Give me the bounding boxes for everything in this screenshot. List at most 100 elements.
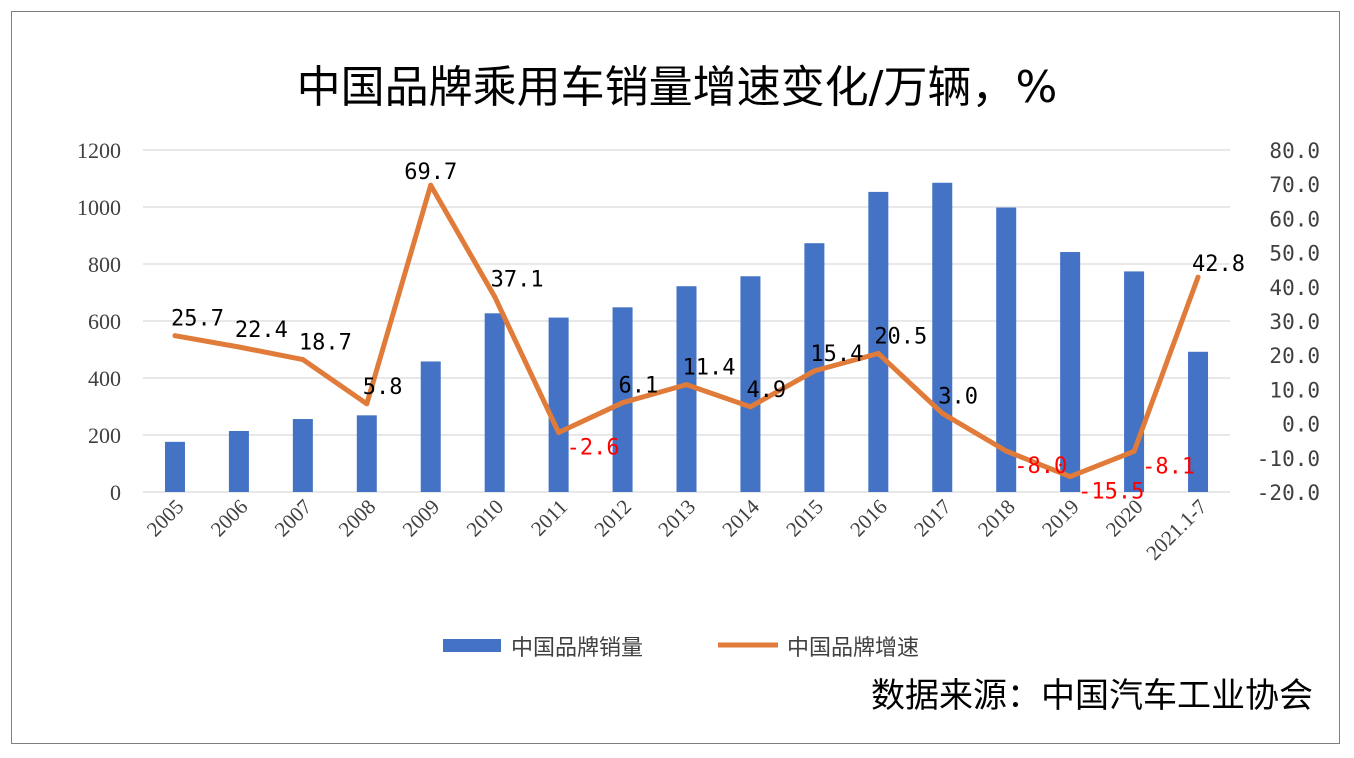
line-point-2007 bbox=[300, 357, 306, 363]
chart-title: 中国品牌乘用车销量增速变化/万辆，% bbox=[297, 62, 1058, 113]
right-tick-label: -10.0 bbox=[1257, 447, 1320, 471]
line-point-2011 bbox=[556, 429, 562, 435]
data-labels: 25.7 22.4 18.7 5.8 69.7 37.1 -2.6 6.1 11.4 4.9 15.… bbox=[171, 160, 1245, 504]
right-tick-label: 70.0 bbox=[1269, 173, 1320, 197]
x-tick-label: 2014 bbox=[717, 494, 764, 541]
data-label-2005: 25.7 bbox=[171, 307, 224, 332]
bar-2010 bbox=[484, 313, 505, 492]
x-tick-label: 2018 bbox=[973, 495, 1020, 542]
bar-2014 bbox=[740, 276, 761, 492]
left-tick-label: 800 bbox=[88, 252, 121, 277]
line-point-2014 bbox=[747, 404, 753, 410]
right-tick-label: 50.0 bbox=[1269, 242, 1320, 266]
chart-frame bbox=[11, 11, 1340, 744]
bar-2015 bbox=[804, 243, 825, 492]
x-axis-ticks: 2005 2006 2007 2008 2009 2010 2011 2012 2013 2014… bbox=[142, 494, 1212, 565]
bar-2021.1-7 bbox=[1188, 351, 1209, 492]
line-point-2021.1-7 bbox=[1195, 274, 1201, 280]
x-tick-label: 2010 bbox=[462, 495, 509, 542]
bar-2007 bbox=[292, 419, 313, 492]
x-tick-label: 2006 bbox=[206, 495, 253, 542]
line-point-2008 bbox=[364, 401, 370, 407]
left-tick-label: 200 bbox=[88, 423, 121, 448]
line-point-2013 bbox=[684, 382, 689, 388]
x-tick-label: 2015 bbox=[781, 495, 828, 542]
left-tick-label: 0 bbox=[110, 480, 121, 505]
bar-series bbox=[164, 182, 1209, 492]
right-tick-label: 0.0 bbox=[1282, 413, 1320, 437]
data-label-2013: 11.4 bbox=[683, 356, 736, 381]
x-tick-label: 2008 bbox=[334, 495, 381, 542]
line-point-2009 bbox=[428, 182, 434, 188]
source-note: 数据来源：中国汽车工业协会 bbox=[871, 676, 1313, 716]
data-label-2018: -8.0 bbox=[1014, 454, 1067, 479]
line-series bbox=[172, 182, 1201, 480]
line-point-2010 bbox=[492, 294, 498, 300]
bar-2008 bbox=[356, 415, 377, 492]
line-point-2019 bbox=[1067, 474, 1073, 480]
right-tick-label: 60.0 bbox=[1269, 207, 1320, 231]
bar-2005 bbox=[164, 441, 185, 492]
left-tick-label: 1000 bbox=[77, 195, 121, 220]
x-tick-label: 2019 bbox=[1037, 495, 1084, 542]
data-label-2010: 37.1 bbox=[491, 268, 544, 293]
right-tick-label: 20.0 bbox=[1269, 344, 1320, 368]
data-label-2015: 15.4 bbox=[810, 342, 863, 367]
bar-2011 bbox=[548, 317, 569, 492]
x-tick-label: 2012 bbox=[589, 495, 636, 542]
left-tick-label: 1200 bbox=[77, 138, 121, 163]
bar-2012 bbox=[612, 307, 633, 492]
right-tick-label: -20.0 bbox=[1257, 481, 1320, 505]
bar-2019 bbox=[1060, 252, 1081, 492]
x-tick-label: 2005 bbox=[142, 495, 189, 542]
data-label-2014: 4.9 bbox=[746, 378, 786, 403]
line-point-2005 bbox=[172, 333, 178, 339]
line-point-2018 bbox=[1003, 448, 1009, 454]
x-tick-label: 2013 bbox=[653, 495, 700, 542]
legend: 中国品牌销量 中国品牌增速 bbox=[443, 636, 919, 661]
data-label-2012: 6.1 bbox=[619, 374, 659, 399]
bar-2018 bbox=[996, 207, 1017, 492]
x-tick-label: 2017 bbox=[909, 495, 956, 542]
bar-2016 bbox=[868, 191, 889, 492]
bar-2017 bbox=[932, 182, 953, 492]
x-tick-label: 2011 bbox=[526, 495, 572, 541]
left-axis-ticks: 0 200 400 600 800 1000 1200 bbox=[77, 138, 121, 505]
data-label-2017: 3.0 bbox=[938, 384, 978, 409]
data-label-2019: -15.5 bbox=[1078, 480, 1144, 505]
line-point-2015 bbox=[811, 368, 817, 374]
x-tick-label: 2016 bbox=[845, 495, 892, 542]
x-tick-label: 2007 bbox=[270, 495, 317, 542]
data-label-2006: 22.4 bbox=[235, 318, 288, 343]
line-point-2012 bbox=[620, 400, 626, 406]
bar-2006 bbox=[228, 431, 249, 492]
data-label-2009: 69.7 bbox=[404, 160, 457, 185]
right-tick-label: 10.0 bbox=[1269, 378, 1320, 402]
legend-swatch-bar bbox=[443, 639, 501, 652]
x-tick-label: 2021.1-7 bbox=[1141, 495, 1211, 565]
x-tick-label: 2009 bbox=[398, 495, 445, 542]
data-label-2020: -8.1 bbox=[1142, 454, 1195, 479]
line-point-2017 bbox=[939, 410, 945, 416]
line-point-2006 bbox=[236, 344, 242, 350]
right-tick-label: 40.0 bbox=[1269, 276, 1320, 300]
data-label-2016: 20.5 bbox=[874, 324, 927, 349]
line-point-2016 bbox=[875, 350, 881, 356]
line-point-2020 bbox=[1131, 448, 1137, 454]
legend-label-line: 中国品牌增速 bbox=[787, 636, 919, 661]
data-label-2011: -2.6 bbox=[567, 435, 620, 460]
bar-2013 bbox=[676, 286, 697, 492]
bar-2009 bbox=[420, 361, 441, 492]
gridlines bbox=[143, 149, 1230, 493]
data-label-2007: 18.7 bbox=[299, 331, 352, 356]
bar-2020 bbox=[1124, 271, 1145, 492]
data-label-2008: 5.8 bbox=[363, 375, 403, 400]
legend-label-bar: 中国品牌销量 bbox=[511, 636, 643, 661]
right-axis-ticks: -20.0 -10.0 0.0 10.0 20.0 30.0 40.0 50.0 60.0 70.… bbox=[1257, 139, 1320, 505]
data-label-2021.1-7: 42.8 bbox=[1192, 252, 1245, 277]
right-tick-label: 80.0 bbox=[1269, 139, 1320, 163]
right-tick-label: 30.0 bbox=[1269, 310, 1320, 334]
left-tick-label: 600 bbox=[88, 309, 121, 334]
left-tick-label: 400 bbox=[88, 366, 121, 391]
